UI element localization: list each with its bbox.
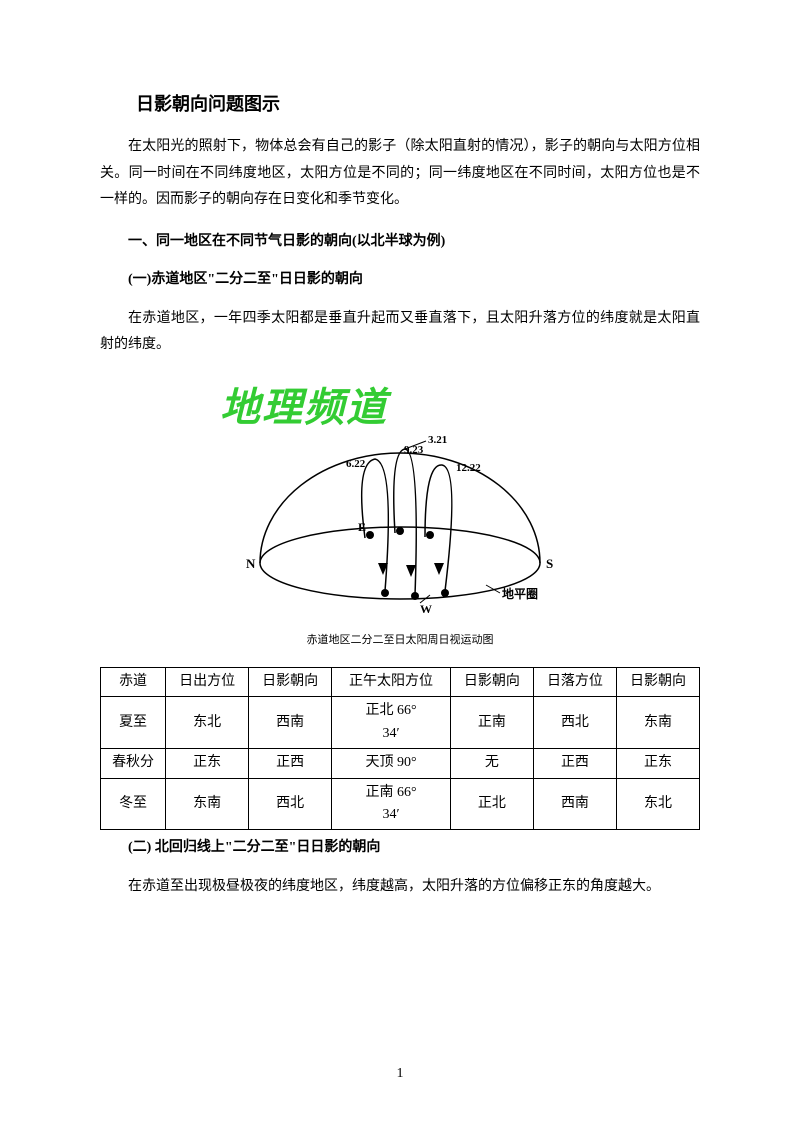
col-5: 日落方位 [533,667,616,696]
figure-caption: 赤道地区二分二至日太阳周日视运动图 [100,631,700,647]
table-cell: 东南 [166,778,249,830]
table-cell: 正西 [533,749,616,778]
table-cell: 正东 [616,749,699,778]
table-cell: 西南 [533,778,616,830]
table-cell: 无 [450,749,533,778]
table-cell: 正南 [450,697,533,749]
label-horizon: 地平圈 [502,586,538,601]
table-cell: 春秋分 [101,749,166,778]
table-cell: 夏至 [101,697,166,749]
col-3: 正午太阳方位 [332,667,451,696]
col-0: 赤道 [101,667,166,696]
table-cell: 正北 [450,778,533,830]
table-cell: 东北 [166,697,249,749]
label-n: N [246,556,256,571]
table-cell: 正南 66°34′ [332,778,451,830]
table-row: 夏至东北西南正北 66°34′正南西北东南 [101,697,700,749]
table-cell: 天顶 90° [332,749,451,778]
table-cell: 东南 [616,697,699,749]
main-title: 日影朝向问题图示 [100,90,700,116]
col-2: 日影朝向 [249,667,332,696]
sun-path-diagram: N S 6.22 9.23 3.21 12.22 E W 地平圈 [220,423,580,623]
col-1: 日出方位 [166,667,249,696]
section-1-heading: 一、同一地区在不同节气日影的朝向(以北半球为例) [100,230,700,250]
label-622: 6.22 [346,458,366,470]
table-cell: 西南 [249,697,332,749]
table-cell: 正东 [166,749,249,778]
col-6: 日影朝向 [616,667,699,696]
figure-1: 地理频道 N S 6.22 9.23 3.21 12.22 E W [100,375,700,647]
label-321: 3.21 [428,434,447,446]
label-e: E [358,520,366,534]
intro-paragraph: 在太阳光的照射下，物体总会有自己的影子（除太阳直射的情况），影子的朝向与太阳方位… [100,134,700,214]
table-cell: 正北 66°34′ [332,697,451,749]
table-cell: 西北 [249,778,332,830]
col-4: 日影朝向 [450,667,533,696]
para-1-1: 在赤道地区，一年四季太阳都是垂直升起而又垂直落下，且太阳升落方位的纬度就是太阳直… [100,306,700,359]
table-cell: 西北 [533,697,616,749]
para-1-2: 在赤道至出现极昼极夜的纬度地区，纬度越高，太阳升落的方位偏移正东的角度越大。 [100,874,700,901]
shadow-table: 赤道 日出方位 日影朝向 正午太阳方位 日影朝向 日落方位 日影朝向 夏至东北西… [100,667,700,830]
section-1-2-heading: (二) 北回归线上"二分二至"日日影的朝向 [100,836,700,856]
label-s: S [546,556,553,571]
table-cell: 冬至 [101,778,166,830]
label-w: W [420,602,432,616]
table-cell: 正西 [249,749,332,778]
table-row: 冬至东南西北正南 66°34′正北西南东北 [101,778,700,830]
table-header-row: 赤道 日出方位 日影朝向 正午太阳方位 日影朝向 日落方位 日影朝向 [101,667,700,696]
table-cell: 东北 [616,778,699,830]
label-1222: 12.22 [456,462,481,474]
page-number: 1 [0,1066,800,1082]
section-1-1-heading: (一)赤道地区"二分二至"日日影的朝向 [100,268,700,288]
table-row: 春秋分正东正西天顶 90°无正西正东 [101,749,700,778]
